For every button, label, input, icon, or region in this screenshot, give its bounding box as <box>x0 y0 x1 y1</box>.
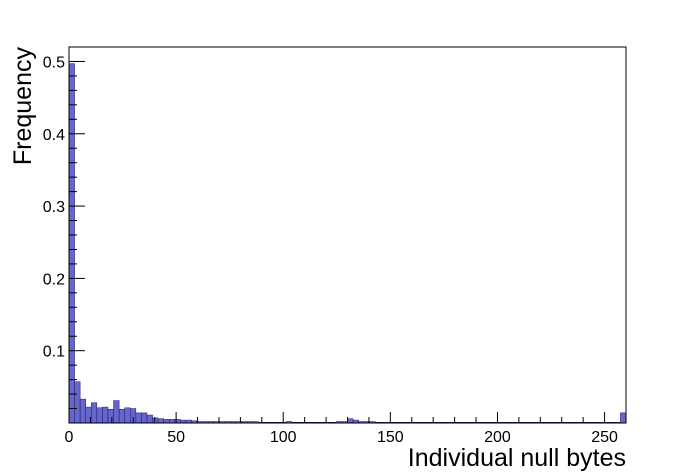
histogram-bar <box>164 419 170 423</box>
histogram-bar <box>125 408 131 423</box>
histogram-bar <box>80 399 86 423</box>
histogram-bar <box>348 419 354 423</box>
y-tick-label: 0.5 <box>43 54 65 71</box>
histogram-bar <box>69 64 75 423</box>
histogram-bar <box>108 409 114 423</box>
x-axis-title: Individual null bytes <box>408 444 626 472</box>
histogram-bar <box>91 403 97 423</box>
y-axis-title: Frequency <box>9 47 37 166</box>
histogram-bar <box>169 419 175 423</box>
x-tick-label: 50 <box>167 429 185 446</box>
histogram-bar <box>75 382 81 423</box>
histogram-bar <box>153 418 159 423</box>
histogram-bar <box>114 401 120 423</box>
y-tick-label: 0.4 <box>43 127 65 144</box>
histogram-bar <box>158 419 164 423</box>
x-tick-label: 0 <box>65 429 74 446</box>
histogram-bar <box>136 413 142 423</box>
y-tick-label: 0.2 <box>43 271 65 288</box>
histogram-bar <box>119 409 125 423</box>
histogram-bar <box>620 413 626 423</box>
histogram-bar <box>102 407 108 423</box>
histogram-bar <box>147 415 153 423</box>
y-tick-label: 0.3 <box>43 199 65 216</box>
histogram-bar <box>97 408 103 423</box>
y-tick-label: 0.1 <box>43 344 65 361</box>
x-tick-label: 100 <box>270 429 297 446</box>
histogram-bar <box>141 413 147 423</box>
x-tick-label: 150 <box>377 429 404 446</box>
